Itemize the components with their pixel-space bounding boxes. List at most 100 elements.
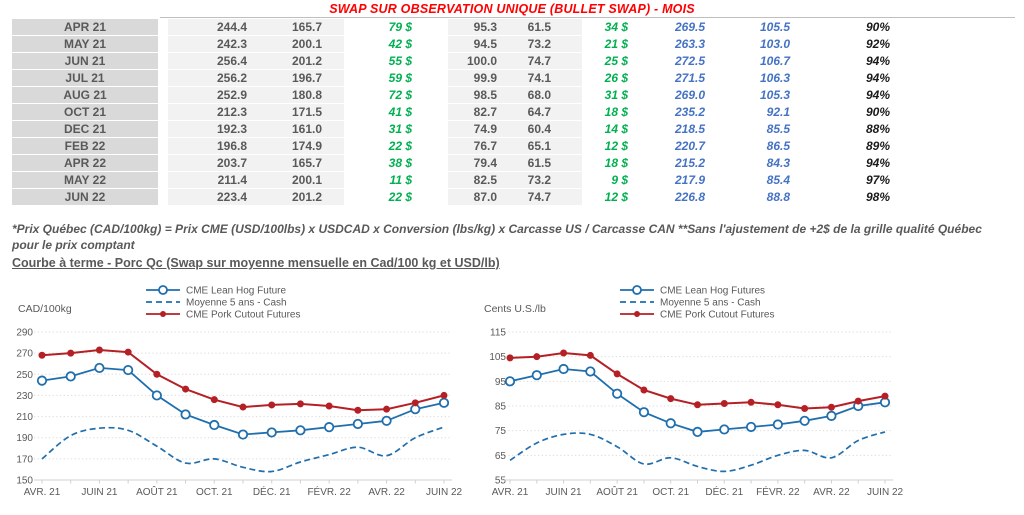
- legend-sample-marker: [160, 311, 166, 317]
- data-point-marker: [352, 418, 363, 430]
- cell-ratio: 92%: [820, 36, 950, 53]
- cell-ratio: 94%: [820, 53, 950, 70]
- cell-month: OCT 21: [12, 104, 158, 121]
- data-point-marker: [438, 397, 450, 408]
- data-point-marker: [295, 425, 306, 436]
- cell-cad-gain: 22 $: [344, 138, 448, 155]
- data-point-marker: [745, 421, 757, 433]
- cell-qc-cad: 220.7: [660, 138, 740, 155]
- cell-cad-cme: 252.9: [168, 87, 264, 104]
- cell-gap: [158, 19, 168, 36]
- cell-month: MAY 21: [12, 36, 158, 53]
- x-tick-label: AVR. 21: [492, 487, 529, 498]
- y-tick-label: 105: [489, 352, 506, 363]
- cell-qc-cad: 226.8: [660, 189, 740, 206]
- data-point-marker: [799, 415, 810, 426]
- data-point-marker: [180, 409, 191, 420]
- data-point-marker: [268, 401, 276, 409]
- y-tick-label: 230: [16, 391, 33, 402]
- series-line: [509, 368, 886, 433]
- cell-usd-cash: 61.5: [520, 155, 582, 172]
- y-tick-label: 85: [495, 402, 507, 413]
- cell-ratio: 97%: [820, 172, 950, 189]
- cell-qc-usd: 105.3: [740, 87, 820, 104]
- data-point-marker: [153, 370, 161, 378]
- cell-qc-cad: 269.5: [660, 19, 740, 36]
- y-tick-label: 55: [495, 476, 507, 487]
- cell-ratio: 94%: [820, 70, 950, 87]
- x-tick-label: JUIN 21: [81, 487, 118, 498]
- footnote: *Prix Québec (CAD/100kg) = Prix CME (USD…: [12, 222, 982, 252]
- y-tick-label: 65: [495, 451, 507, 462]
- cell-gap: [158, 53, 168, 70]
- cell-qc-cad: 218.5: [660, 121, 740, 138]
- cell-cad-cme: 196.8: [168, 138, 264, 155]
- cell-cad-cash: 161.0: [264, 121, 344, 138]
- cell-qc-usd: 105.5: [740, 19, 820, 36]
- data-point-marker: [854, 397, 862, 405]
- data-point-marker: [383, 405, 391, 413]
- y-tick-label: 190: [16, 433, 33, 444]
- cell-cad-cme: 192.3: [168, 121, 264, 138]
- legend-label: CME Pork Cutout Futures: [186, 310, 300, 321]
- y-tick-label: 210: [16, 412, 33, 423]
- cell-month: JUL 21: [12, 70, 158, 87]
- data-point-marker: [774, 401, 782, 409]
- cell-month: APR 21: [12, 19, 158, 36]
- table-title: SWAP SUR OBSERVATION UNIQUE (BULLET SWAP…: [329, 2, 695, 16]
- data-point-marker: [827, 403, 835, 411]
- cell-usd-cme: 100.0: [448, 53, 520, 70]
- y-tick-label: 170: [16, 454, 33, 465]
- cell-cad-cme: 203.7: [168, 155, 264, 172]
- data-point-marker: [504, 376, 516, 387]
- cell-usd-cme: 82.7: [448, 104, 520, 121]
- cell-ratio: 94%: [820, 87, 950, 104]
- data-point-marker: [533, 353, 541, 361]
- section-heading: Courbe à terme - Porc Qc (Swap sur moyen…: [12, 256, 500, 270]
- data-point-marker: [67, 349, 75, 357]
- cell-cad-gain: 31 $: [344, 121, 448, 138]
- data-point-marker: [667, 395, 675, 403]
- legend-sample-marker: [632, 285, 642, 295]
- cell-cad-gain: 42 $: [344, 36, 448, 53]
- cell-month: APR 22: [12, 155, 158, 172]
- data-point-marker: [123, 364, 134, 376]
- cell-usd-cme: 87.0: [448, 189, 520, 206]
- x-tick-label: OCT. 21: [652, 487, 689, 498]
- cell-gap: [158, 121, 168, 138]
- cell-cad-cme: 256.4: [168, 53, 264, 70]
- data-point-marker: [638, 407, 650, 418]
- cell-usd-cme: 94.5: [448, 36, 520, 53]
- legend-sample-marker: [634, 311, 640, 317]
- cell-usd-cash: 68.0: [520, 87, 582, 104]
- data-point-marker: [801, 404, 809, 412]
- data-point-marker: [694, 401, 701, 409]
- cell-cad-cash: 165.7: [264, 155, 344, 172]
- data-point-marker: [151, 390, 162, 401]
- data-point-marker: [826, 410, 837, 421]
- cell-usd-gain: 21 $: [582, 36, 660, 53]
- y-tick-label: 290: [16, 328, 33, 339]
- data-point-marker: [237, 429, 249, 440]
- data-point-marker: [209, 419, 220, 431]
- cell-cad-cme: 256.2: [168, 70, 264, 87]
- x-tick-label: JUIN 22: [426, 487, 463, 498]
- data-point-marker: [692, 426, 703, 437]
- data-point-marker: [239, 403, 247, 411]
- cell-gap: [158, 70, 168, 87]
- cell-gap: [158, 172, 168, 189]
- cell-qc-cad: 272.5: [660, 53, 740, 70]
- x-tick-label: OCT. 21: [196, 487, 233, 498]
- x-tick-label: AVR. 21: [24, 487, 61, 498]
- cell-usd-cash: 64.7: [520, 104, 582, 121]
- cell-ratio: 88%: [820, 121, 950, 138]
- x-tick-label: FÉVR. 22: [756, 485, 800, 498]
- cell-qc-usd: 84.3: [740, 155, 820, 172]
- data-point-marker: [531, 370, 542, 381]
- cell-qc-usd: 88.8: [740, 189, 820, 206]
- y-tick-label: 270: [16, 349, 33, 360]
- cell-qc-cad: 263.3: [660, 36, 740, 53]
- cell-cad-cash: 201.2: [264, 53, 344, 70]
- cell-gap: [158, 189, 168, 206]
